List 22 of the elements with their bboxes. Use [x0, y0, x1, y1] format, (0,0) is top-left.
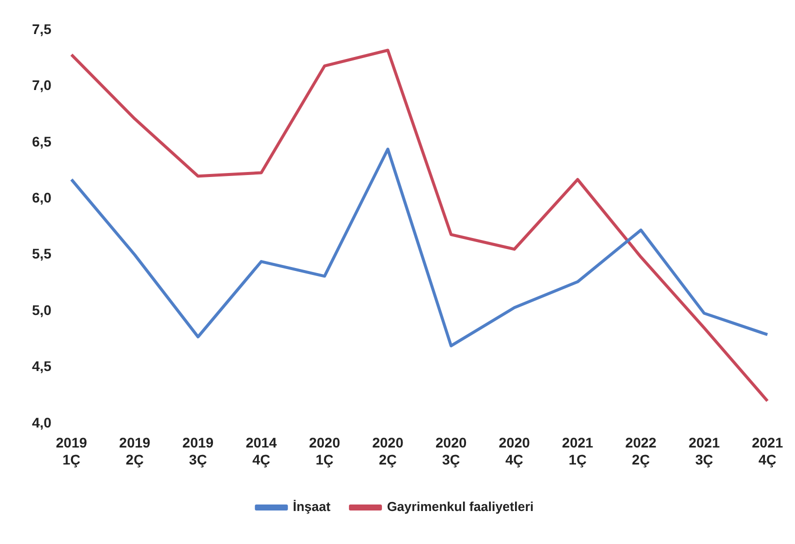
y-tick-label: 5,5: [32, 246, 52, 262]
x-tick-label: 2021 3Ç: [688, 434, 720, 468]
x-tick-label: 2019 1Ç: [56, 434, 88, 468]
y-tick-label: 4,5: [32, 358, 52, 374]
x-tick-label: 2021 4Ç: [752, 434, 784, 468]
x-tick-label: 2020 1Ç: [308, 434, 340, 468]
legend-label: Gayrimenkul faaliyetleri: [386, 499, 534, 514]
x-tick-label: 2020 2Ç: [372, 434, 404, 468]
legend-label: İnşaat: [292, 499, 332, 514]
y-tick-label: 7,0: [32, 77, 52, 94]
x-tick-label: 2021 1Ç: [562, 434, 594, 468]
y-tick-label: 5,0: [32, 302, 52, 318]
x-tick-label: 2019 3Ç: [182, 434, 214, 468]
y-tick-label: 7,5: [32, 20, 52, 37]
y-tick-label: 4,0: [32, 414, 52, 430]
y-tick-label: 6,5: [32, 133, 52, 150]
x-tick-label: 2014 4Ç: [246, 434, 278, 468]
x-tick-label: 2020 3Ç: [436, 434, 467, 468]
y-tick-label: 6,0: [32, 189, 52, 206]
x-tick-label: 2020 4Ç: [498, 434, 530, 468]
x-tick-label: 2019 2Ç: [119, 434, 151, 468]
x-tick-label: 2022 2Ç: [625, 434, 657, 468]
